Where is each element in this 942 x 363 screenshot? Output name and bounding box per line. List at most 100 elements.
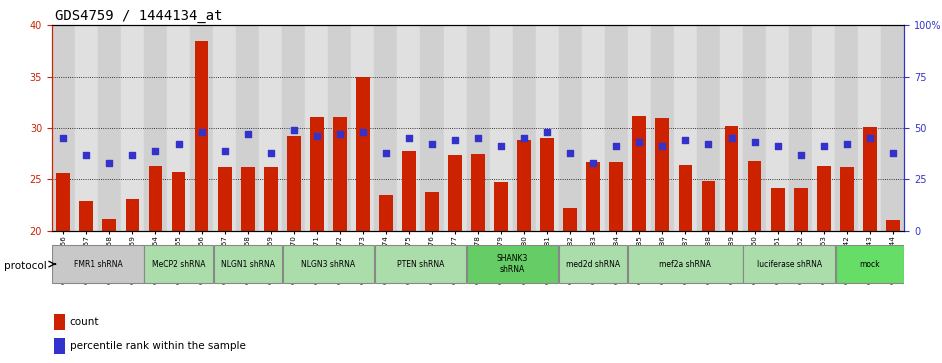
Bar [512,25,536,231]
Bar [840,167,853,231]
Point [263,150,278,155]
Point [286,127,301,133]
Point [379,150,394,155]
Bar [743,25,766,231]
Bar [329,25,351,231]
Point [401,135,416,141]
Bar [259,25,283,231]
Bar [766,25,789,231]
Text: count: count [70,317,99,327]
Bar [536,25,559,231]
Bar [560,245,627,283]
Bar [627,25,651,231]
Bar [283,245,374,283]
Bar [167,25,190,231]
Text: mock: mock [859,260,880,269]
Point [425,142,440,147]
Bar [563,208,577,231]
Bar [375,245,466,283]
Text: SHANK3
shRNA: SHANK3 shRNA [497,254,528,274]
Bar [283,25,305,231]
Point [240,131,255,137]
Bar [218,167,232,231]
Point [470,135,486,141]
Bar [171,172,186,231]
Bar [466,25,490,231]
Bar [836,25,858,231]
Bar [541,138,554,231]
Bar [678,165,692,231]
Bar [144,25,167,231]
Point [885,150,901,155]
Text: mef2a shRNA: mef2a shRNA [659,260,711,269]
Bar [471,154,485,231]
Bar [425,192,439,231]
Bar [214,245,282,283]
Bar [495,182,508,231]
Bar [817,166,831,231]
Bar [582,25,605,231]
Point [217,148,232,154]
Point [102,160,117,166]
Bar [402,151,415,231]
Point [632,139,647,145]
Bar [656,118,670,231]
Point [862,135,877,141]
Text: NLGN3 shRNA: NLGN3 shRNA [301,260,355,269]
Bar [125,199,139,231]
Bar [103,219,116,231]
Bar [149,166,162,231]
Point [655,143,670,149]
Bar [448,155,462,231]
Bar [398,25,420,231]
Text: percentile rank within the sample: percentile rank within the sample [70,341,246,351]
Point [309,133,324,139]
Bar [586,162,600,231]
Bar [374,25,398,231]
Bar [356,77,370,231]
Point [494,143,509,149]
Bar [444,25,466,231]
Bar [79,201,93,231]
Bar [467,245,559,283]
Bar [858,25,882,231]
Bar [628,245,742,283]
Bar [632,116,646,231]
Text: med2d shRNA: med2d shRNA [566,260,621,269]
Point [839,142,854,147]
Bar [190,25,213,231]
Bar [609,162,624,231]
Text: NLGN1 shRNA: NLGN1 shRNA [220,260,275,269]
Bar [195,41,208,231]
Point [793,152,808,158]
Bar [310,117,324,231]
Point [447,137,463,143]
Point [747,139,762,145]
Bar [52,25,74,231]
Bar [743,245,835,283]
Bar [351,25,374,231]
Point [125,152,140,158]
Bar [121,25,144,231]
Bar [236,25,259,231]
Bar [213,25,236,231]
Bar [748,161,761,231]
Bar [52,245,143,283]
Text: luciferase shRNA: luciferase shRNA [756,260,821,269]
Text: MeCP2 shRNA: MeCP2 shRNA [152,260,205,269]
Point [516,135,531,141]
Point [816,143,831,149]
Bar [674,25,697,231]
Bar [882,25,904,231]
Bar [724,126,739,231]
Bar [286,136,300,231]
Bar [863,127,877,231]
Bar [55,314,64,330]
Bar [605,25,627,231]
Bar [697,25,720,231]
Text: FMR1 shRNA: FMR1 shRNA [73,260,122,269]
Point [562,150,577,155]
Bar [144,245,213,283]
Bar [241,167,254,231]
Bar [794,188,807,231]
